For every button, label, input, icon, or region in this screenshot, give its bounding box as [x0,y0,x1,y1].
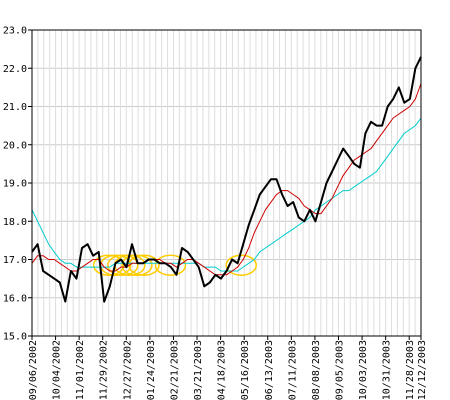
x-tick-label: 02/21/2003 [169,340,180,400]
x-tick-label: 09/06/2002 [28,340,39,400]
y-tick-label: 19.0 [3,179,27,190]
x-tick-label: 09/05/2003 [334,340,345,400]
x-tick-label: 06/13/2003 [264,340,275,400]
annotation-marker [107,254,139,276]
y-tick-label: 16.0 [3,293,27,304]
x-tick-label: 12/12/2003 [417,340,428,400]
annotation-marker [225,254,257,276]
annotation-marker [121,254,153,276]
series [31,56,422,303]
x-tick-label: 08/08/2003 [311,340,322,400]
y-tick-label: 22.0 [3,64,27,75]
y-tick-label: 17.0 [3,255,27,266]
x-tick-label: 07/11/2003 [287,340,298,400]
series-line-1 [31,83,422,276]
y-tick-label: 23.0 [3,26,27,37]
y-tick-label: 20.0 [3,140,27,151]
x-axis-ticks: 09/06/2002 10/04/2002 11/01/2002 11/29/2002… [28,336,428,400]
y-tick-label: 18.0 [3,217,27,228]
annotation-marker [92,254,125,276]
x-tick-label: 05/16/2003 [240,340,251,400]
y-tick-label: 21.0 [3,102,27,113]
x-tick-label: 03/21/2003 [193,340,204,400]
series-line-0 [31,56,422,303]
x-tick-label: 11/28/2003 [405,340,416,400]
annotation-marker [154,254,187,276]
x-tick-label: 10/04/2002 [52,340,63,400]
x-tick-label: 10/03/2003 [358,340,369,400]
x-tick-label: 11/29/2002 [99,340,110,400]
x-tick-label: 04/18/2003 [217,340,228,400]
x-tick-label: 10/31/2003 [382,340,393,400]
x-tick-label: 12/27/2002 [122,340,133,400]
y-axis-ticks: 15.0 16.0 17.0 18.0 19.0 20.0 21.0 22.0 23.0 [3,26,32,343]
y-tick-label: 15.0 [3,332,27,343]
x-tick-label: 01/24/2003 [146,340,157,400]
x-tick-label: 11/01/2002 [75,340,86,400]
